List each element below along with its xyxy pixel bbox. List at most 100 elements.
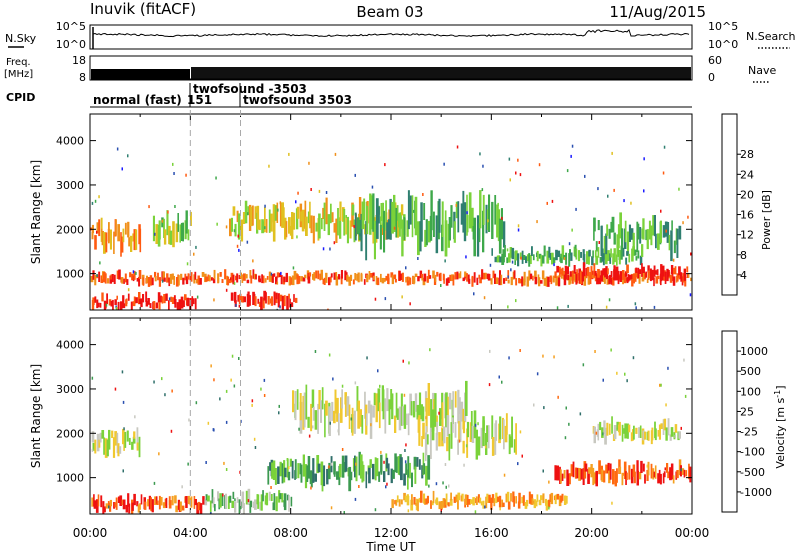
data-cell <box>247 488 251 505</box>
data-cell <box>554 465 557 481</box>
data-cell <box>353 219 356 243</box>
data-cell <box>213 298 215 302</box>
data-cell <box>391 499 394 509</box>
data-cell <box>515 496 517 504</box>
data-cell <box>267 296 270 305</box>
data-cell <box>628 253 631 263</box>
data-cell <box>441 201 444 237</box>
data-cell <box>504 245 506 258</box>
data-cell <box>476 215 480 257</box>
data-cell <box>415 502 417 506</box>
data-cell <box>407 509 410 513</box>
data-cell <box>407 413 410 436</box>
data-cell <box>464 494 468 505</box>
data-cell <box>281 295 284 310</box>
data-cell <box>100 275 103 283</box>
data-cell <box>508 356 510 360</box>
data-cell <box>446 436 449 452</box>
data-cell <box>369 459 372 468</box>
data-cell <box>271 462 274 479</box>
data-cell <box>642 269 645 280</box>
data-cell <box>241 274 244 283</box>
data-cell <box>270 213 273 232</box>
data-cell <box>517 224 520 228</box>
data-cell <box>404 460 407 464</box>
data-cell <box>154 496 157 505</box>
data-cell <box>498 218 502 254</box>
data-cell <box>358 451 361 476</box>
data-cell <box>518 278 521 284</box>
data-cell <box>647 461 650 476</box>
data-cell <box>500 208 503 240</box>
data-cell <box>482 420 485 431</box>
data-cell <box>131 502 134 511</box>
data-cell <box>125 504 129 513</box>
data-cell <box>481 269 484 280</box>
data-cell <box>496 204 499 238</box>
data-cell <box>107 501 110 507</box>
data-cell <box>178 275 180 286</box>
data-cell <box>256 205 260 230</box>
data-cell <box>374 297 377 301</box>
data-cell <box>161 279 164 283</box>
data-cell <box>560 469 562 484</box>
data-cell <box>511 247 515 260</box>
data-cell <box>263 290 267 301</box>
data-cell <box>495 277 499 284</box>
data-cell <box>491 207 494 225</box>
data-cell <box>112 437 116 458</box>
data-cell <box>628 224 631 242</box>
data-cell <box>247 499 250 503</box>
data-cell <box>538 277 541 287</box>
data-cell <box>571 144 574 148</box>
data-cell <box>383 210 386 253</box>
data-cell <box>667 418 670 436</box>
data-cell <box>185 210 188 234</box>
data-cell <box>111 430 114 438</box>
data-cell <box>662 265 665 277</box>
data-cell <box>463 463 465 467</box>
data-cell <box>425 465 428 486</box>
data-cell <box>397 456 400 475</box>
data-cell <box>310 403 313 432</box>
data-cell <box>140 494 143 505</box>
data-cell <box>229 495 232 503</box>
data-cell <box>136 278 140 282</box>
data-cell <box>114 387 117 391</box>
data-cell <box>428 220 431 243</box>
data-cell <box>238 304 241 308</box>
data-cell <box>612 469 615 485</box>
data-cell <box>407 495 410 506</box>
data-cell <box>233 281 236 285</box>
data-cell <box>667 270 670 277</box>
data-cell <box>288 217 291 234</box>
data-cell <box>328 465 330 469</box>
data-cell <box>664 467 666 471</box>
data-cell <box>440 501 443 510</box>
data-cell <box>139 228 142 253</box>
data-cell <box>165 497 168 508</box>
data-cell <box>320 269 323 280</box>
data-cell <box>290 277 293 285</box>
data-cell <box>279 461 282 477</box>
data-cell <box>323 465 326 487</box>
data-cell <box>154 271 157 278</box>
data-cell <box>179 224 181 243</box>
data-cell <box>636 470 639 486</box>
data-cell <box>635 427 638 434</box>
data-cell <box>534 270 537 279</box>
data-cell <box>170 296 173 302</box>
data-cell <box>121 277 124 284</box>
data-cell <box>142 277 145 286</box>
data-cell <box>314 350 317 353</box>
data-cell <box>156 500 159 505</box>
data-cell <box>202 496 205 505</box>
data-cell <box>497 496 500 502</box>
data-cell <box>172 162 174 166</box>
data-cell <box>599 421 602 431</box>
data-cell <box>683 358 685 362</box>
data-cell <box>274 205 278 221</box>
x-tick-label: 00:00 <box>73 526 108 540</box>
data-cell <box>421 406 425 422</box>
data-cell <box>91 431 95 443</box>
